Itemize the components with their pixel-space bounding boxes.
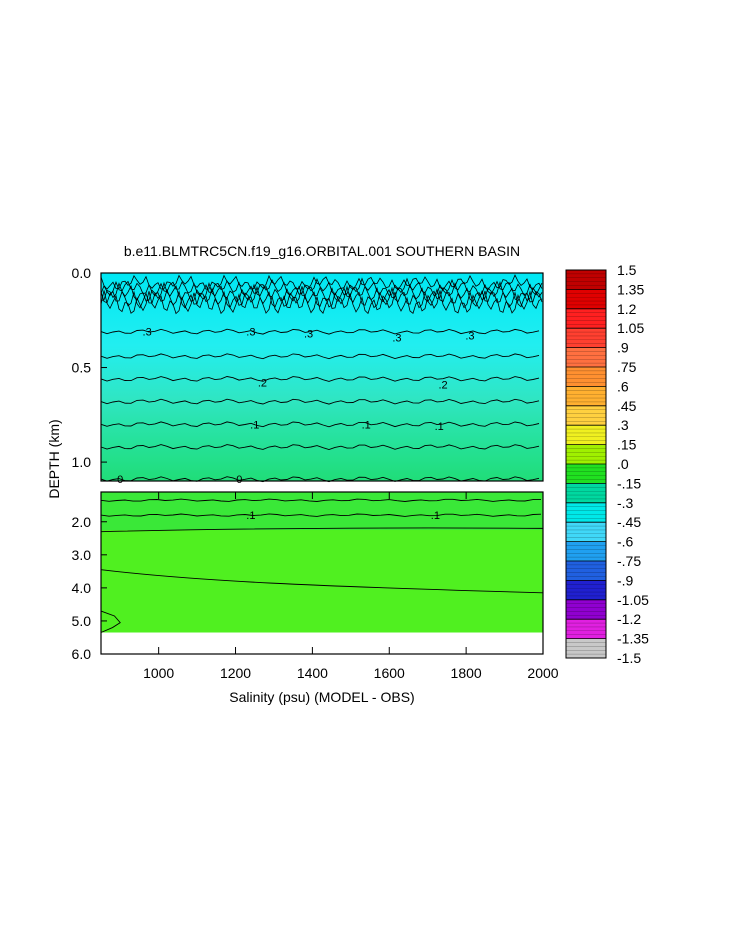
surface-contour-line	[100, 275, 543, 315]
lower-panel-frame	[100, 491, 544, 655]
colorbar-swatch-3	[566, 328, 606, 348]
upper-panel-frame	[100, 272, 544, 482]
y-axis-label: DEPTH (km)	[46, 419, 62, 498]
lower-band-fill	[101, 492, 543, 531]
colorbar-swatch-10	[566, 464, 606, 484]
colorbar-swatch-12	[566, 502, 606, 523]
colorbar-label-8: .3	[617, 417, 629, 433]
colorbar-label-17: -1.05	[617, 592, 649, 608]
upper-contour-label-3: .3	[392, 332, 401, 344]
colorbar-swatch-14	[566, 541, 606, 561]
upper-panel-fill	[101, 273, 543, 481]
x-axis: 1000 1200 1400 1600 1800 2000	[143, 492, 559, 681]
x-tick-label-3: 1600	[374, 665, 405, 681]
colorbar-swatch-15	[566, 561, 606, 581]
colorbar-label-4: .9	[617, 340, 629, 356]
lower-y-tick-label-4: 6.0	[72, 646, 92, 662]
lower-contour-label-0: .1	[246, 510, 255, 522]
upper-contour-line	[100, 398, 540, 405]
colorbar-swatch-5	[566, 367, 606, 387]
lower-contour-line	[100, 498, 542, 502]
colorbar-swatch-6	[566, 386, 606, 406]
upper-contour-label-4: .3	[465, 330, 474, 342]
chart-title: b.e11.BLMTRC5CN.f19_g16.ORBITAL.001 SOUT…	[124, 243, 520, 259]
colorbar-label-14: -.6	[617, 534, 634, 550]
colorbar-swatch-9	[566, 444, 606, 464]
x-tick-label-2: 1400	[297, 665, 328, 681]
lower-corner-contour	[100, 610, 121, 633]
upper-contour-label-11: 0	[236, 474, 242, 486]
x-axis-label: Salinity (psu) (MODEL - OBS)	[229, 689, 414, 705]
colorbar-label-2: 1.2	[617, 301, 637, 317]
colorbar-swatch-1	[566, 289, 606, 309]
x-tick-label-1: 1200	[220, 665, 251, 681]
colorbar-label-10: .0	[617, 456, 629, 472]
upper-contour-label-7: .1	[250, 419, 259, 431]
colorbar-label-7: .45	[617, 398, 637, 414]
upper-depth-panel: .3 .3 .3 .3 .3 .2 .2 .1 .1 .1 0 0 0.0 0.5 1.0	[72, 265, 544, 486]
lower-y-tick-label-1: 3.0	[72, 547, 92, 563]
colorbar-swatch-18	[566, 619, 606, 639]
colorbar-swatch-8	[566, 425, 606, 445]
colorbar-label-1: 1.35	[617, 281, 644, 297]
colorbar-label-15: -.75	[617, 553, 641, 569]
lower-contour-label-1: .1	[431, 510, 440, 522]
colorbar-label-12: -.3	[617, 495, 634, 511]
upper-y-tick-label-0: 0.0	[72, 265, 92, 281]
x-tick-label-0: 1000	[143, 665, 174, 681]
lower-y-tick-label-0: 2.0	[72, 514, 92, 530]
upper-y-tick-label-1: 0.5	[72, 360, 92, 376]
lower-y-tick-label-3: 5.0	[72, 613, 92, 629]
colorbar-swatch-2	[566, 308, 606, 329]
upper-y-tick-label-2: 1.0	[72, 454, 92, 470]
colorbar-label-3: 1.05	[617, 320, 644, 336]
upper-contour-label-1: .3	[246, 327, 255, 339]
surface-contour-line	[100, 274, 543, 291]
colorbar-label-5: .75	[617, 359, 637, 375]
lower-depth-panel: .1 .1 2.0 3.0 4.0 5.0 6.0	[72, 491, 544, 662]
colorbar-swatch-16	[566, 580, 606, 600]
colorbar-label-19: -1.35	[617, 631, 649, 647]
colorbar-label-9: .15	[617, 437, 637, 453]
lower-contour-line	[100, 569, 544, 594]
upper-contour-line	[100, 328, 540, 335]
lower-contour-line	[100, 513, 542, 517]
upper-contour-label-0: .3	[143, 327, 152, 339]
upper-contour-line	[100, 376, 540, 382]
colorbar-label-13: -.45	[617, 514, 641, 530]
colorbar-label-20: -1.5	[617, 650, 641, 666]
upper-contour-label-2: .3	[304, 329, 313, 341]
upper-contour-line	[100, 444, 540, 450]
colorbar-swatch-7	[566, 405, 606, 426]
upper-contour-line	[100, 353, 540, 360]
colorbar-label-18: -1.2	[617, 611, 641, 627]
colorbar-swatch-11	[566, 483, 606, 503]
colorbar-label-0: 1.5	[617, 262, 637, 278]
upper-contour-line	[100, 421, 540, 428]
colorbar-swatch-13	[566, 522, 606, 542]
lower-contour-line	[100, 527, 544, 533]
x-tick-label-4: 1800	[451, 665, 482, 681]
x-tick-label-5: 2000	[527, 665, 558, 681]
upper-contour-label-9: .1	[435, 421, 444, 433]
colorbar-label-11: -.15	[617, 475, 641, 491]
colorbar-label-16: -.9	[617, 572, 634, 588]
colorbar-swatch-4	[566, 347, 606, 367]
lower-y-tick-label-2: 4.0	[72, 580, 92, 596]
colorbar-swatch-17	[566, 599, 606, 620]
surface-contour-line	[100, 275, 543, 303]
upper-contour-label-10: 0	[117, 474, 123, 486]
upper-contour-label-8: .1	[362, 419, 371, 431]
colorbar: 1.5 1.35 1.2 1.05 .9 .75 .6 .45 .3 .15 .0 -.15 -.3 -.…	[565, 262, 649, 666]
upper-contour-label-5: .2	[258, 378, 267, 390]
colorbar-swatch-0	[566, 270, 606, 290]
colorbar-swatch-19	[566, 638, 606, 658]
colorbar-label-6: .6	[617, 378, 629, 394]
upper-contour-label-6: .2	[438, 380, 447, 392]
